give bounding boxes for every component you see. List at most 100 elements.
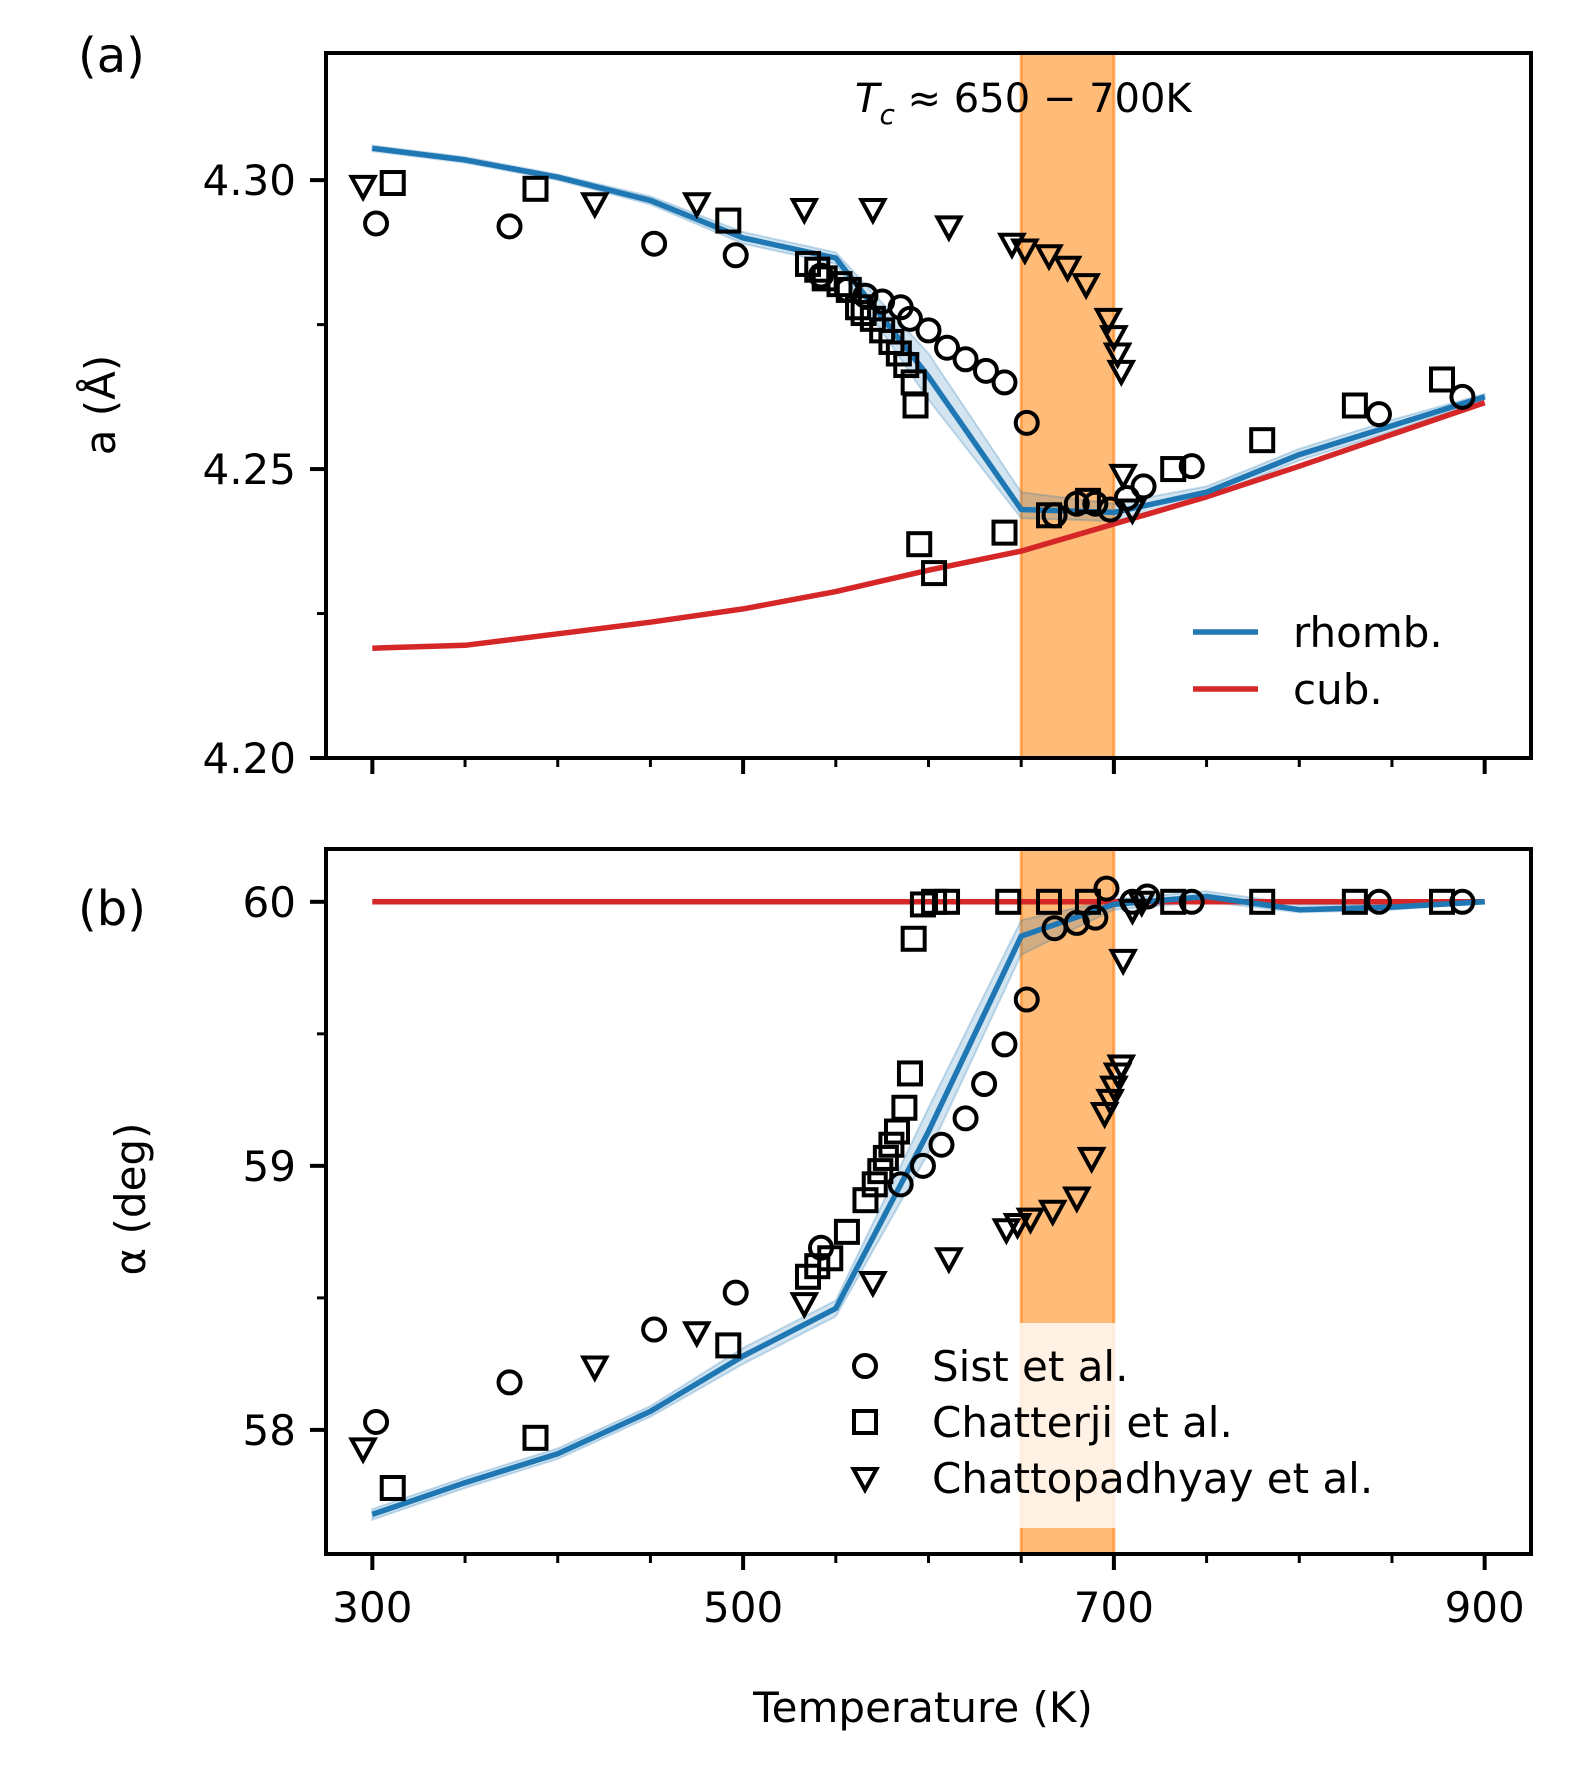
point-circle	[1365, 401, 1392, 428]
legend-markers: Sist et al. Chatterji et al. Chattopadhyay…	[850, 1342, 1373, 1503]
point-circle	[722, 242, 749, 269]
point-square	[715, 1332, 742, 1359]
point-triangle_down	[348, 174, 378, 203]
lines-b	[371, 893, 1485, 1518]
transition-band-a	[1019, 53, 1116, 758]
point-square	[379, 1474, 406, 1501]
point-triangle_down	[1076, 1146, 1107, 1175]
point-triangle_down	[934, 1247, 964, 1275]
point-circle	[915, 317, 942, 344]
point-circle	[1082, 904, 1109, 931]
x-ticks-b: 300 500 700 900	[332, 1554, 1525, 1632]
point-square	[906, 531, 933, 558]
point-square	[861, 1171, 888, 1198]
point-circle	[641, 1316, 668, 1343]
point-square	[896, 1060, 923, 1087]
point-circle	[952, 1105, 979, 1132]
point-circle	[1082, 490, 1109, 517]
point-circle	[1449, 383, 1476, 410]
legend-markers-background	[830, 1323, 1530, 1528]
point-square	[1249, 888, 1276, 915]
point-square	[900, 925, 927, 952]
point-circle	[991, 1031, 1018, 1058]
point-square	[902, 392, 929, 419]
point-triangle_down	[858, 1271, 888, 1299]
point-triangle_down	[1037, 1199, 1068, 1227]
point-triangle_down	[579, 192, 610, 220]
point-square	[522, 175, 549, 202]
point-square	[1429, 366, 1456, 393]
point-square	[1160, 888, 1187, 915]
legend-marker-triangle_down	[850, 1467, 880, 1495]
series-line-rhomb	[371, 145, 1486, 516]
point-triangle_down	[1106, 359, 1137, 387]
point-triangle_down	[1106, 1054, 1137, 1082]
y-tick-label: 4.20	[202, 734, 296, 783]
x-tick-label: 900	[1445, 1583, 1525, 1632]
panel-b: 58 59 60 300 500 700 900 (b) α (deg) Temperat…	[78, 847, 1533, 1732]
x-axis-label: Temperature (K)	[752, 1683, 1093, 1732]
point-square	[1074, 888, 1101, 915]
point-square	[1429, 888, 1456, 915]
point-triangle_down	[1071, 273, 1101, 301]
point-circle	[909, 1152, 936, 1179]
transition-band-fill	[1021, 53, 1114, 758]
point-circle	[991, 369, 1018, 396]
point-circle	[1013, 986, 1040, 1013]
point-triangle_down	[934, 215, 964, 243]
point-square	[991, 519, 1018, 546]
point-circle	[496, 213, 523, 240]
point-square	[379, 170, 406, 197]
point-circle	[496, 1369, 523, 1396]
rhomb-uncertainty	[371, 144, 1486, 523]
y-tick-label: 4.25	[202, 445, 296, 494]
legend-background	[830, 1323, 1530, 1528]
point-circle	[952, 346, 979, 373]
point-triangle_down	[1117, 498, 1148, 526]
point-square	[893, 352, 920, 379]
y-axis-label-b: α (deg)	[106, 1123, 155, 1276]
point-triangle_down	[1061, 1186, 1092, 1214]
point-circle	[1365, 888, 1392, 915]
x-ticks-a	[370, 758, 1487, 774]
legend-line-label: rhomb.	[1293, 608, 1443, 657]
point-square	[883, 1118, 910, 1145]
legend-marker-square	[852, 1409, 878, 1435]
panel-a: 4.20 4.25 4.30 (a) a (Å) Tc ≈ 650 − 700K r…	[75, 28, 1533, 783]
legend-marker-label: Chatterji et al.	[932, 1398, 1233, 1447]
y-tick-label: 59	[243, 1142, 296, 1191]
point-triangle_down	[1002, 1212, 1033, 1241]
point-square	[878, 1131, 905, 1158]
point-triangle_down	[348, 1437, 378, 1465]
y-ticks-a: 4.20 4.25 4.30	[202, 156, 326, 783]
point-square	[1341, 392, 1368, 419]
legend-lines: rhomb. cub.	[1193, 608, 1443, 714]
point-triangle_down	[1093, 307, 1124, 335]
point-triangle_down	[1108, 463, 1139, 492]
series-line-rhomb	[371, 893, 1485, 1518]
point-circle	[896, 305, 923, 332]
lines-a	[371, 145, 1486, 651]
point-triangle_down	[789, 1292, 820, 1320]
point-circle	[934, 334, 961, 361]
point-triangle_down	[858, 198, 888, 226]
point-circle	[1178, 888, 1205, 915]
point-square	[1074, 487, 1101, 514]
point-square	[811, 265, 838, 292]
point-square	[1036, 502, 1062, 529]
point-square	[715, 207, 742, 234]
point-square	[804, 256, 831, 283]
legend-marker-circle	[852, 1353, 878, 1379]
point-triangle_down	[1108, 948, 1139, 977]
panel-label-a: (a)	[78, 28, 145, 84]
point-square	[891, 1094, 918, 1121]
point-circle	[1178, 453, 1205, 480]
y-axis-label-a: a (Å)	[75, 355, 125, 456]
x-tick-label: 700	[1074, 1583, 1154, 1632]
point-triangle_down	[681, 1321, 712, 1349]
rhomb-uncertainty-band-a	[371, 144, 1486, 523]
point-triangle_down	[1052, 255, 1083, 283]
legend-marker-label: Chattopadhyay et al.	[932, 1454, 1373, 1503]
legend-line-label: cub.	[1293, 665, 1383, 714]
